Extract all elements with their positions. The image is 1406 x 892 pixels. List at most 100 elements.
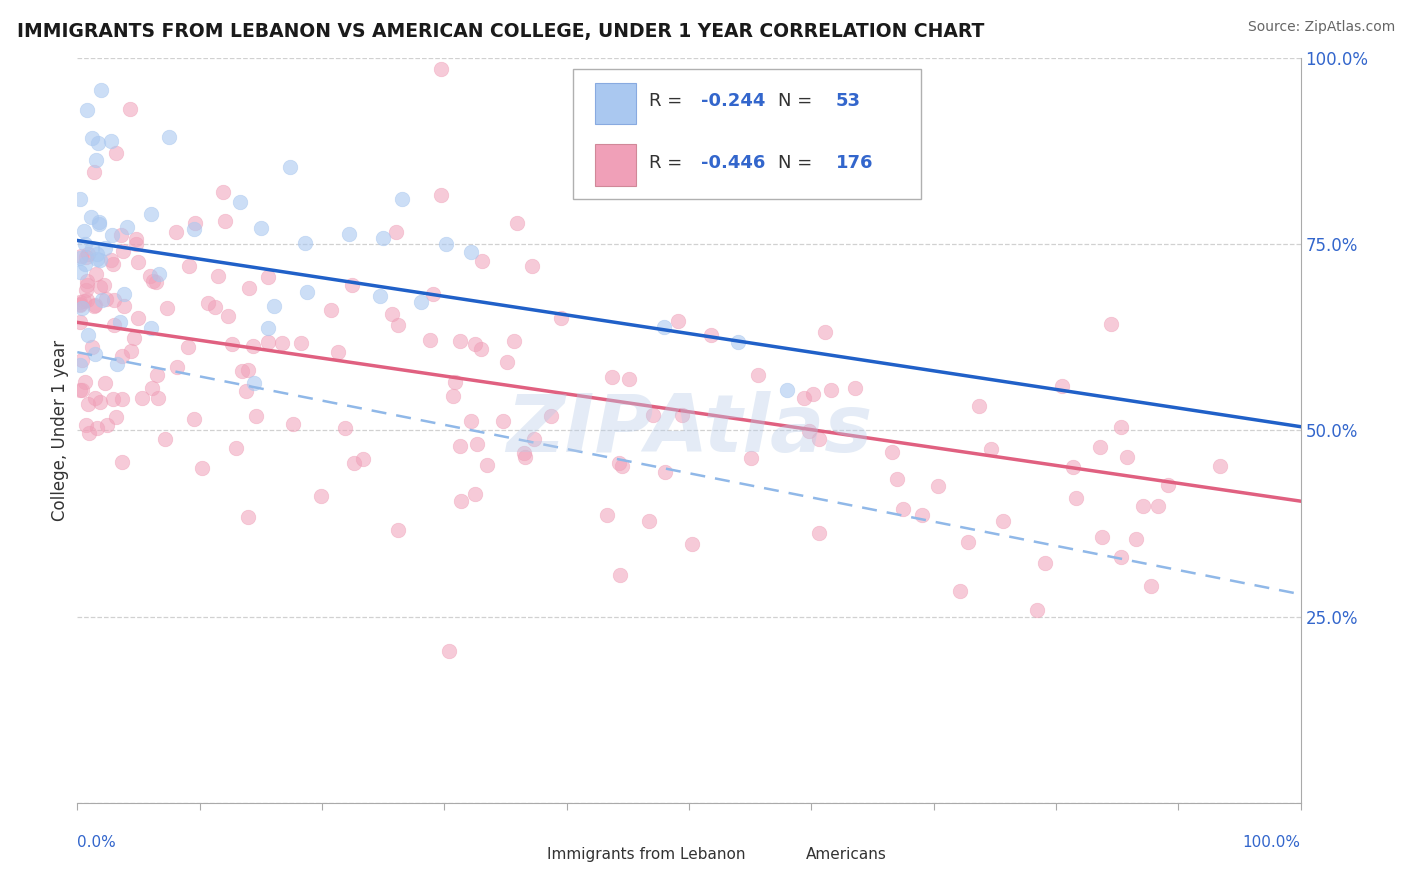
Point — [422, 286, 444, 301]
Point — [886, 472, 908, 486]
Point — [100, 135, 122, 149]
Point — [242, 338, 264, 352]
Point — [321, 303, 343, 318]
FancyBboxPatch shape — [769, 837, 800, 871]
Point — [127, 254, 149, 268]
Text: ZIPAtlas: ZIPAtlas — [506, 392, 872, 469]
Point — [96, 418, 118, 433]
Point — [290, 335, 312, 350]
Point — [183, 412, 205, 426]
Point — [949, 583, 972, 598]
Point — [385, 225, 408, 239]
Point — [184, 216, 207, 230]
Text: Source: ZipAtlas.com: Source: ZipAtlas.com — [1247, 20, 1395, 34]
Point — [145, 276, 167, 290]
Point — [1050, 378, 1073, 392]
Point — [747, 368, 769, 382]
Point — [1116, 450, 1139, 464]
Point — [80, 131, 103, 145]
Point — [235, 384, 257, 398]
Point — [103, 293, 125, 308]
Point — [84, 298, 107, 312]
Point — [69, 297, 91, 311]
Point — [439, 644, 461, 658]
Point — [231, 363, 253, 377]
Point — [83, 165, 105, 179]
Point — [153, 432, 176, 446]
Point — [550, 311, 572, 326]
Point — [444, 375, 467, 389]
Point — [70, 301, 93, 315]
Point — [72, 383, 94, 397]
Point — [70, 352, 93, 367]
Point — [654, 465, 676, 479]
Point — [368, 289, 391, 303]
Point — [75, 257, 97, 271]
Point — [654, 320, 676, 334]
Point — [214, 213, 236, 227]
Point — [637, 514, 659, 528]
Point — [245, 409, 267, 423]
Point — [700, 328, 723, 343]
Point — [139, 207, 162, 221]
Point — [156, 301, 179, 316]
Point — [1064, 491, 1087, 505]
Point — [111, 392, 134, 407]
Point — [122, 331, 145, 345]
FancyBboxPatch shape — [572, 70, 921, 200]
Text: 100.0%: 100.0% — [1243, 836, 1301, 850]
Point — [238, 363, 260, 377]
Point — [90, 83, 112, 97]
Point — [250, 220, 273, 235]
Point — [430, 187, 453, 202]
Point — [100, 253, 122, 268]
Point — [522, 259, 544, 273]
Point — [257, 269, 280, 284]
Point — [139, 321, 162, 335]
Point — [87, 215, 110, 229]
FancyBboxPatch shape — [595, 145, 637, 186]
Point — [471, 254, 494, 268]
Point — [271, 336, 294, 351]
Point — [125, 232, 148, 246]
Point — [75, 250, 97, 264]
Point — [820, 383, 842, 397]
Point — [957, 535, 980, 549]
Point — [157, 129, 180, 144]
Point — [93, 277, 115, 292]
Point — [814, 325, 837, 339]
Point — [207, 269, 229, 284]
Point — [257, 320, 280, 334]
Point — [419, 334, 441, 348]
Point — [475, 458, 498, 472]
Point — [294, 236, 316, 251]
Text: 53: 53 — [835, 93, 860, 111]
Point — [112, 287, 135, 301]
Point — [139, 269, 162, 284]
Point — [76, 277, 98, 292]
Point — [69, 192, 91, 206]
Point — [69, 251, 91, 265]
Point — [799, 424, 821, 438]
Text: R =: R = — [648, 93, 688, 111]
Point — [142, 275, 165, 289]
Point — [69, 265, 91, 279]
Point — [1132, 499, 1154, 513]
Point — [927, 479, 949, 493]
Point — [76, 103, 98, 117]
Point — [75, 417, 97, 432]
Point — [387, 318, 409, 332]
Point — [73, 237, 96, 252]
Point — [1099, 317, 1122, 331]
Point — [73, 223, 96, 237]
Point — [643, 408, 665, 422]
Point — [441, 389, 464, 403]
Point — [146, 368, 169, 382]
Point — [256, 335, 278, 350]
Point — [278, 160, 301, 174]
Point — [77, 247, 100, 261]
Point — [80, 340, 103, 354]
Text: N =: N = — [779, 93, 818, 111]
Point — [792, 391, 814, 405]
Point — [111, 350, 134, 364]
